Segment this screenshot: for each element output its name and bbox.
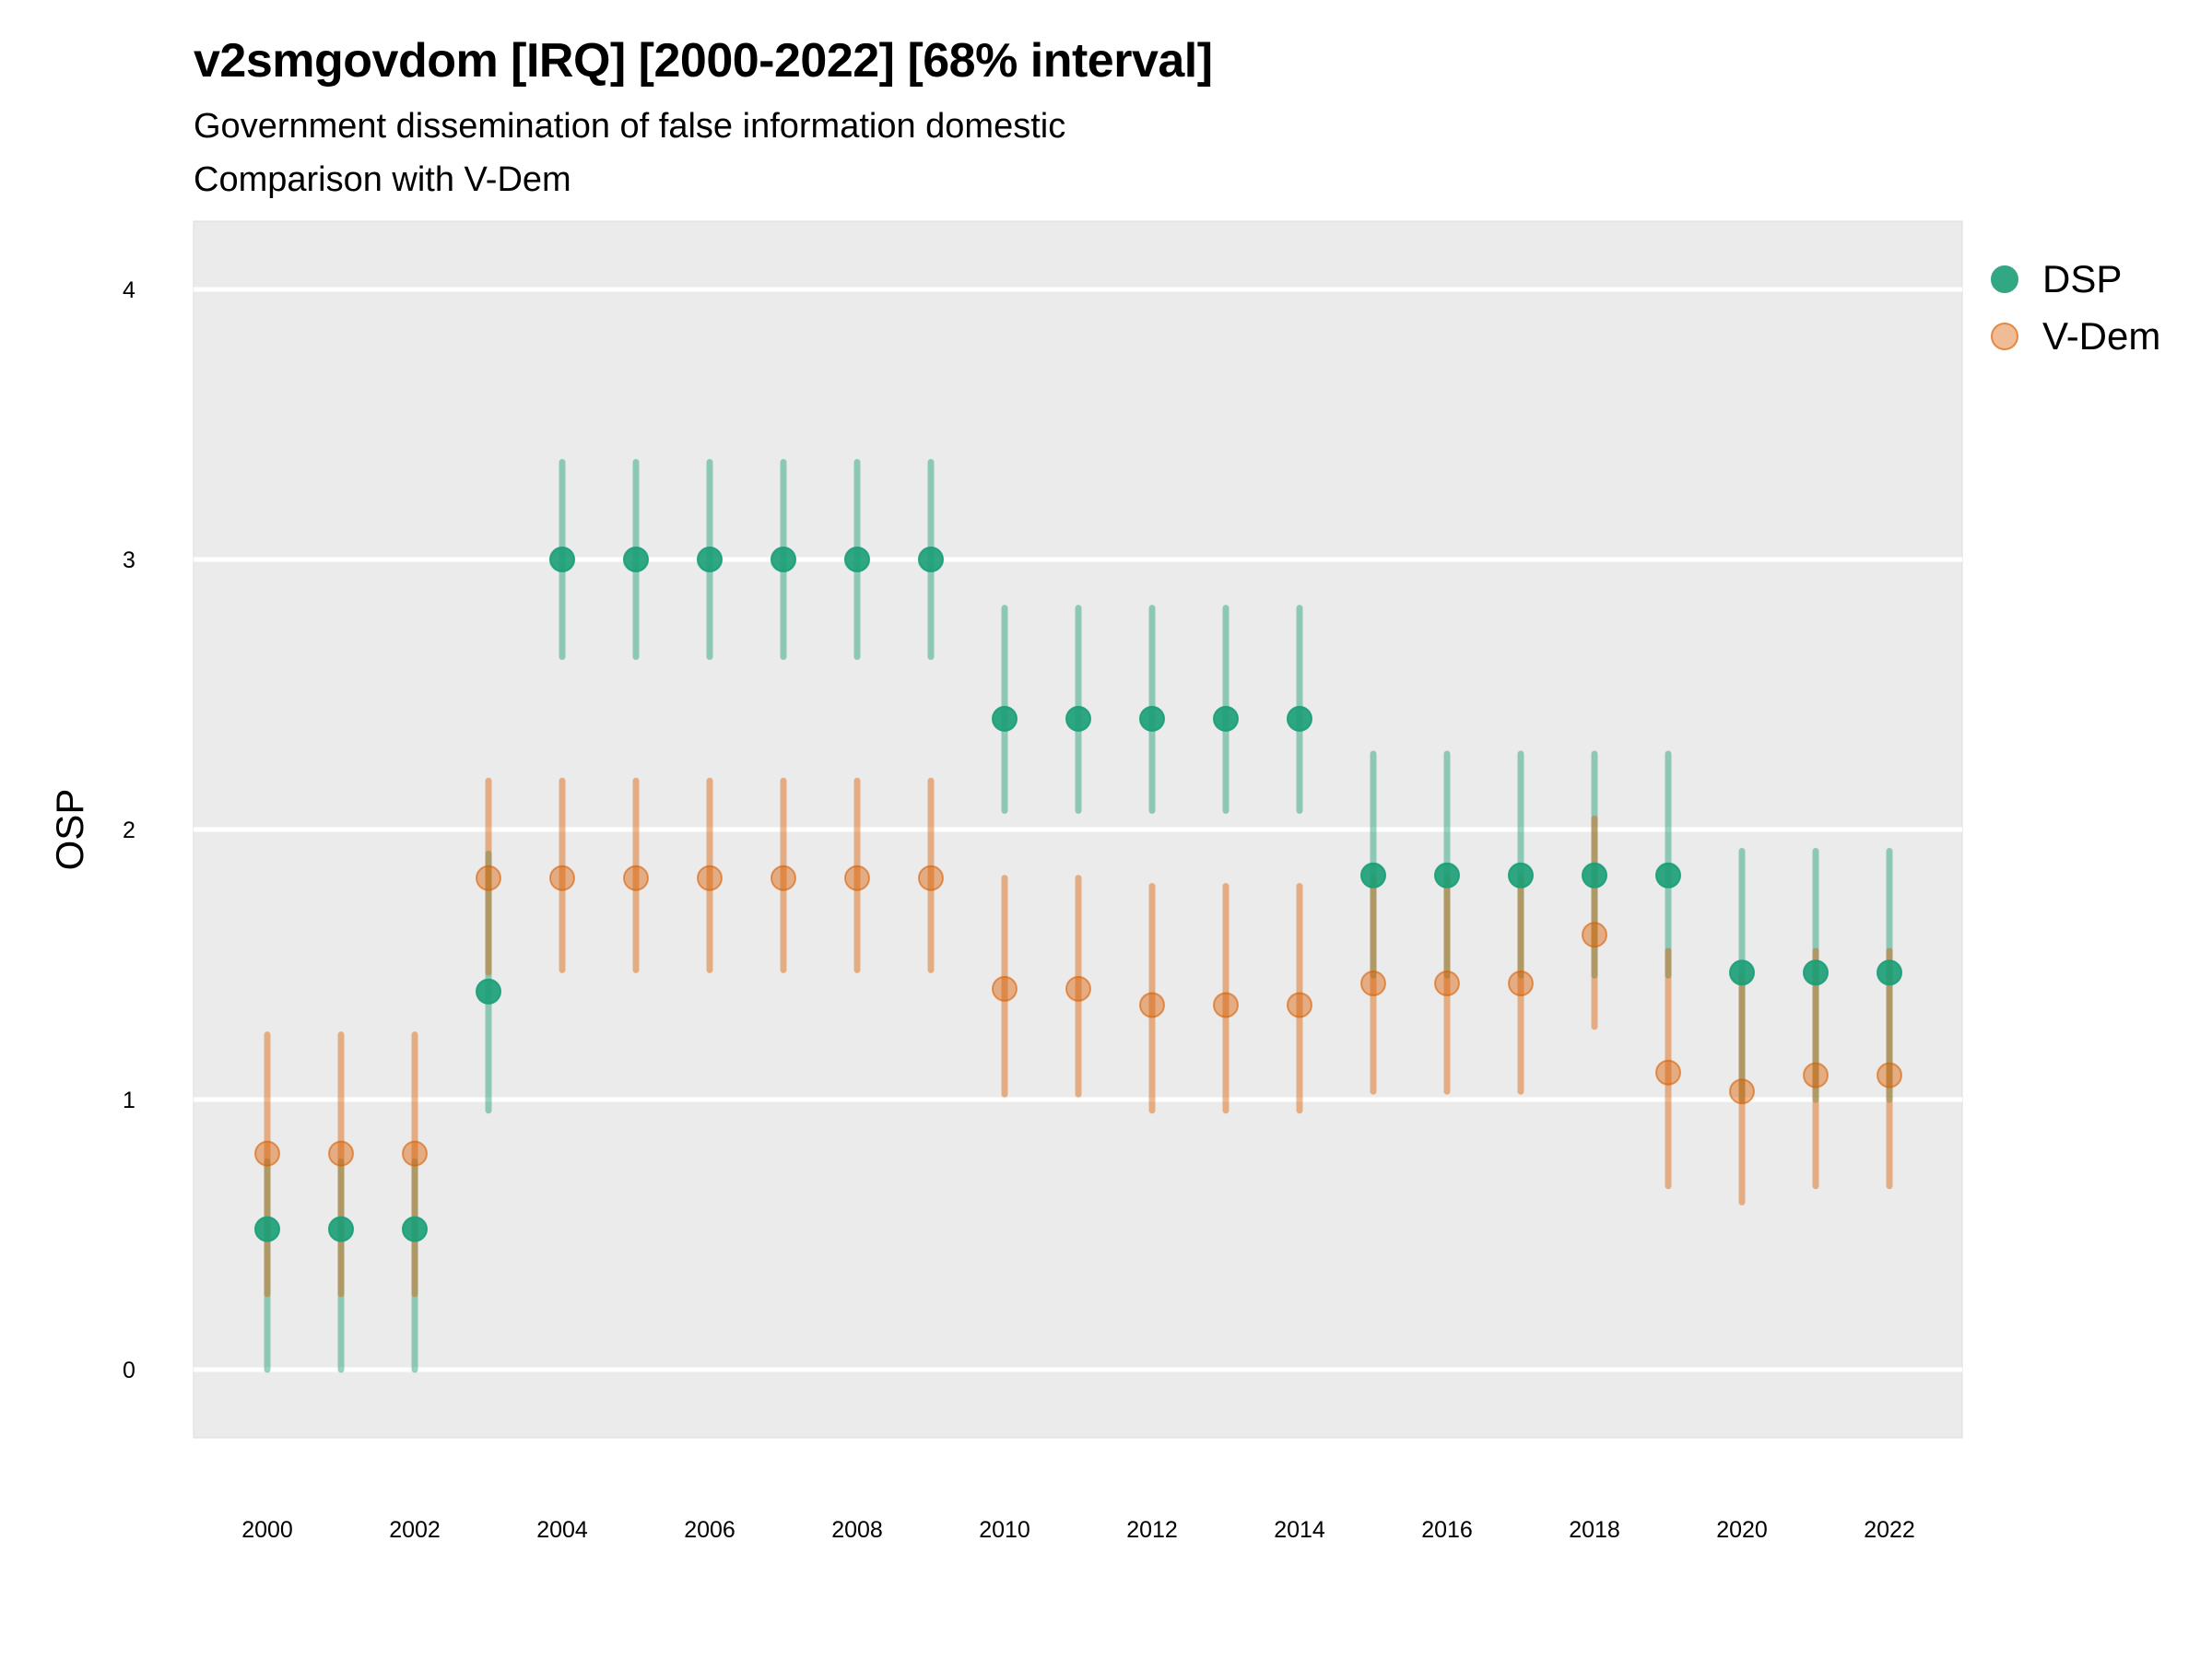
point-v-dem-2019: [1655, 1059, 1681, 1086]
point-dsp-2010: [992, 705, 1018, 732]
point-v-dem-2012: [1139, 992, 1165, 1018]
point-dsp-2008: [844, 547, 870, 572]
legend-label: V-Dem: [2042, 314, 2161, 358]
point-v-dem-2005: [623, 865, 649, 891]
point-dsp-2005: [623, 547, 649, 572]
point-dsp-2001: [328, 1216, 354, 1242]
x-tick-label: 2000: [241, 1517, 293, 1543]
y-tick-label: 2: [123, 818, 135, 843]
point-dsp-2016: [1434, 862, 1460, 888]
y-axis-label: OSP: [48, 789, 91, 871]
x-tick-label: 2012: [1126, 1517, 1178, 1543]
x-tick-label: 2020: [1716, 1517, 1768, 1543]
point-dsp-2018: [1582, 862, 1607, 888]
x-tick-label: 2010: [979, 1517, 1030, 1543]
x-tick-label: 2014: [1274, 1517, 1325, 1543]
x-tick-label: 2016: [1421, 1517, 1473, 1543]
point-v-dem-2021: [1803, 1062, 1829, 1088]
x-tick-label: 2008: [831, 1517, 883, 1543]
point-dsp-2014: [1287, 705, 1312, 732]
point-v-dem-2022: [1877, 1062, 1902, 1088]
point-dsp-2019: [1655, 862, 1681, 888]
point-v-dem-2013: [1213, 992, 1239, 1018]
x-tick-label: 2022: [1864, 1517, 1915, 1543]
point-v-dem-2014: [1287, 992, 1312, 1018]
x-tick-label: 2004: [536, 1517, 588, 1543]
point-v-dem-2010: [992, 975, 1018, 1002]
point-dsp-2000: [254, 1216, 280, 1242]
point-dsp-2020: [1729, 959, 1755, 986]
point-dsp-2009: [918, 547, 944, 572]
x-tick-label: 2006: [684, 1517, 735, 1543]
x-tick-label: 2018: [1569, 1517, 1620, 1543]
legend-dot-icon: [1991, 265, 2018, 293]
point-dsp-2004: [549, 547, 575, 572]
point-v-dem-2015: [1360, 971, 1386, 997]
y-axis-ticks: 0 1 2 3 4: [123, 277, 135, 1383]
point-dsp-2021: [1803, 959, 1829, 986]
point-v-dem-2016: [1434, 971, 1460, 997]
point-v-dem-2020: [1729, 1078, 1755, 1105]
point-dsp-2006: [697, 547, 723, 572]
point-v-dem-2007: [771, 865, 796, 891]
chart-title: v2smgovdom [IRQ] [2000-2022] [68% interv…: [194, 34, 1213, 88]
data-points: [254, 547, 1902, 1242]
point-v-dem-2002: [402, 1140, 428, 1167]
y-tick-label: 1: [123, 1088, 135, 1113]
legend: DSP V-Dem: [1991, 251, 2160, 365]
point-dsp-2003: [476, 978, 501, 1005]
chart-subtitle: Government dissemination of false inform…: [194, 107, 1066, 146]
point-dsp-2002: [402, 1216, 428, 1242]
y-tick-label: 3: [123, 547, 135, 573]
point-dsp-2007: [771, 547, 796, 572]
point-dsp-2017: [1508, 862, 1534, 888]
point-dsp-2022: [1877, 959, 1902, 986]
point-v-dem-2001: [328, 1140, 354, 1167]
chart-subtitle-comparison: Comparison with V-Dem: [194, 160, 571, 199]
x-tick-label: 2002: [389, 1517, 441, 1543]
gridlines: [194, 287, 1962, 1372]
point-v-dem-2009: [918, 865, 944, 891]
y-tick-label: 0: [123, 1358, 135, 1383]
legend-item-vdem: V-Dem: [1991, 308, 2160, 365]
point-v-dem-2003: [476, 865, 501, 891]
point-v-dem-2017: [1508, 971, 1534, 997]
point-dsp-2015: [1360, 862, 1386, 888]
legend-dot-icon: [1991, 323, 2018, 350]
point-v-dem-2008: [844, 865, 870, 891]
point-v-dem-2004: [549, 865, 575, 891]
point-v-dem-2018: [1582, 922, 1607, 948]
y-tick-label: 4: [123, 277, 135, 303]
legend-label: DSP: [2042, 257, 2123, 300]
point-dsp-2013: [1213, 705, 1239, 732]
point-dsp-2011: [1065, 705, 1091, 732]
point-v-dem-2000: [254, 1140, 280, 1167]
x-axis-ticks: 2000 2002 2004 2006 2008 2010 2012 2014 2016 2018…: [241, 1517, 1915, 1543]
point-v-dem-2006: [697, 865, 723, 891]
legend-item-dsp: DSP: [1991, 251, 2160, 308]
point-dsp-2012: [1139, 705, 1165, 732]
point-v-dem-2011: [1065, 975, 1091, 1002]
